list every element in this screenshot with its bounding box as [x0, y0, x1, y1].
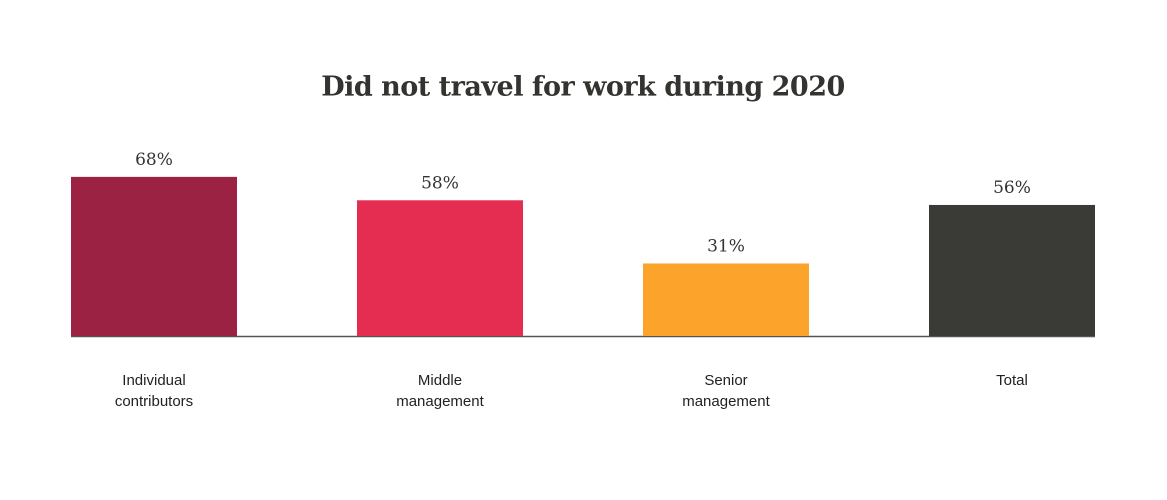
category-label: Senior management [682, 372, 770, 410]
value-label: 56% [993, 178, 1031, 198]
category-label: Middle management [396, 372, 484, 410]
bar [929, 204, 1095, 336]
category-label: Total [996, 372, 1028, 389]
value-label: 58% [421, 173, 459, 193]
bar [357, 200, 523, 336]
value-label: 31% [707, 236, 745, 256]
value-label: 68% [135, 150, 173, 170]
bar [643, 263, 809, 336]
chart-title: Did not travel for work during 2020 [321, 72, 845, 103]
bar [71, 176, 237, 336]
category-label: Individual contributors [114, 372, 194, 410]
